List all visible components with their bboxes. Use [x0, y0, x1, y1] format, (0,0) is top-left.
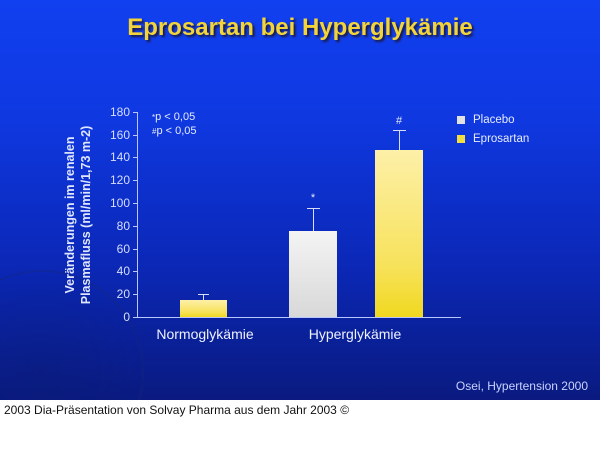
y-axis-label-line-2: Plasmafluss (ml/min/1,73 m-2)	[79, 125, 93, 304]
y-tick-label: 140	[109, 150, 130, 164]
y-tick	[133, 317, 138, 318]
bar-normoglykaemie-eprosartan	[180, 300, 227, 317]
legend-item-placebo: Placebo	[457, 110, 529, 129]
bar-hyperglykaemie-placebo	[289, 231, 337, 317]
error-bar	[399, 130, 400, 150]
bar-hyperglykaemie-eprosartan	[375, 150, 423, 317]
y-axis-label: Veränderungen im renalen Plasmafluss (ml…	[63, 112, 93, 317]
y-tick	[133, 271, 138, 272]
slide-title: Eprosartan bei Hyperglykämie	[127, 14, 473, 41]
y-tick-label: 20	[116, 287, 130, 301]
eprosartan-swatch-icon	[457, 134, 465, 143]
y-tick-label: 40	[116, 264, 130, 278]
significance-note-hash: #p < 0,05	[152, 125, 197, 137]
y-axis-label-line-1: Veränderungen im renalen	[63, 136, 77, 294]
y-tick-label: 100	[109, 196, 130, 210]
error-bar	[313, 208, 314, 231]
y-tick	[133, 112, 138, 113]
y-tick	[133, 180, 138, 181]
error-bar-cap	[307, 208, 320, 209]
significance-marker-hash: #	[395, 115, 403, 127]
significance-marker-star: *	[310, 192, 316, 204]
legend: Placebo Eprosartan	[457, 110, 529, 148]
y-tick-label: 120	[109, 173, 130, 187]
slide: Eprosartan bei Hyperglykämie Veränderung…	[0, 0, 600, 400]
y-axis	[137, 112, 138, 318]
y-tick	[133, 203, 138, 204]
x-axis	[137, 317, 461, 318]
error-bar-cap	[198, 294, 209, 295]
y-tick	[133, 226, 138, 227]
placebo-swatch-icon	[457, 115, 465, 124]
y-tick-label: 80	[116, 219, 130, 233]
y-tick-label: 0	[123, 310, 130, 324]
error-bar	[203, 294, 204, 300]
category-label-hyperglykaemie: Hyperglykämie	[308, 326, 402, 342]
y-tick	[133, 294, 138, 295]
y-tick-label: 160	[109, 128, 130, 142]
y-tick-label: 180	[109, 105, 130, 119]
image-caption: 2003 Dia-Präsentation von Solvay Pharma …	[4, 403, 350, 417]
source-citation: Osei, Hypertension 2000	[455, 379, 588, 393]
legend-item-eprosartan: Eprosartan	[457, 129, 529, 148]
category-label-normoglykaemie: Normoglykämie	[156, 326, 254, 342]
y-tick-label: 60	[116, 242, 130, 256]
y-tick	[133, 249, 138, 250]
error-bar-cap	[393, 130, 406, 131]
significance-note-star: *p < 0,05	[152, 111, 196, 123]
y-tick	[133, 157, 138, 158]
y-tick	[133, 135, 138, 136]
